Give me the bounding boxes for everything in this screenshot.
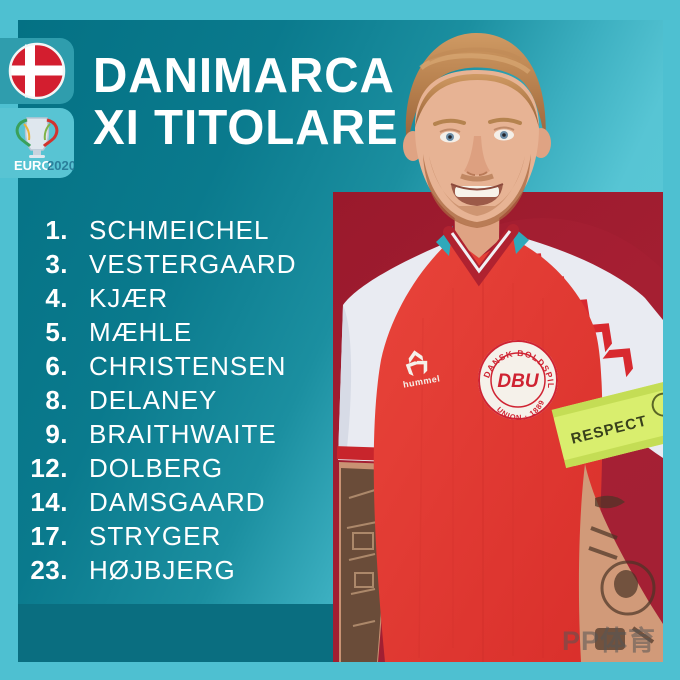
player-name: CHRISTENSEN	[89, 350, 287, 381]
player-number: 23.	[30, 554, 68, 585]
player-row: 14. DAMSGAARD	[18, 485, 318, 519]
player-row: 6. CHRISTENSEN	[18, 349, 318, 383]
euro-year: 2020	[47, 158, 74, 173]
page-title: DANIMARCA XI TITOLARE	[93, 50, 399, 154]
player-name: DAMSGAARD	[89, 486, 266, 517]
player-row: 23. HØJBJERG	[18, 553, 318, 587]
player-name: BRAITHWAITE	[89, 418, 277, 449]
captain-armband: RESPECT	[551, 377, 663, 469]
player-number: 6.	[45, 350, 68, 381]
player-name: DELANEY	[89, 384, 218, 415]
player-name: MÆHLE	[89, 316, 193, 347]
crest-text: DBU	[497, 371, 539, 392]
title-line-1: DANIMARCA	[93, 49, 395, 103]
pp-sports-watermark: PP体育	[561, 626, 656, 656]
denmark-flag-icon	[8, 42, 66, 100]
player-name: KJÆR	[89, 282, 169, 313]
player-row: 9. BRAITHWAITE	[18, 417, 318, 451]
dbu-crest: DANSK BOLDSPIL UNION · 1889 DBU	[478, 340, 558, 422]
player-row: 4. KJÆR	[18, 281, 318, 315]
player-head	[403, 32, 551, 228]
player-row: 5. MÆHLE	[18, 315, 318, 349]
euro-word: EURO	[14, 158, 52, 173]
player-photo: DANSK BOLDSPIL UNION · 1889 DBU hummel R…	[333, 32, 663, 662]
player-number: 3.	[45, 248, 68, 279]
euro2020-card: EURO 2020	[0, 108, 74, 178]
denmark-flag-card	[0, 38, 74, 104]
player-number: 1.	[45, 214, 68, 245]
player-number: 14.	[30, 486, 68, 517]
footer-strip	[18, 604, 333, 662]
player-name: SCHMEICHEL	[89, 214, 270, 245]
player-number: 5.	[45, 316, 68, 347]
player-number: 17.	[30, 520, 68, 551]
title-line-2: XI TITOLARE	[93, 101, 399, 155]
player-name: HØJBJERG	[89, 554, 236, 585]
player-row: 12. DOLBERG	[18, 451, 318, 485]
player-number: 4.	[45, 282, 68, 313]
player-name: VESTERGAARD	[89, 248, 297, 279]
starting-eleven-list: 1. SCHMEICHEL 3. VESTERGAARD 4. KJÆR 5. MÆHL…	[18, 213, 318, 587]
player-row: 17. STRYGER	[18, 519, 318, 553]
player-row: 1. SCHMEICHEL	[18, 213, 318, 247]
player-number: 8.	[45, 384, 68, 415]
player-name: DOLBERG	[89, 452, 224, 483]
player-number: 9.	[45, 418, 68, 449]
player-row: 3. VESTERGAARD	[18, 247, 318, 281]
player-name: STRYGER	[89, 520, 222, 551]
player-row: 8. DELANEY	[18, 383, 318, 417]
euro2020-logo: EURO 2020	[14, 117, 74, 173]
player-number: 12.	[30, 452, 68, 483]
